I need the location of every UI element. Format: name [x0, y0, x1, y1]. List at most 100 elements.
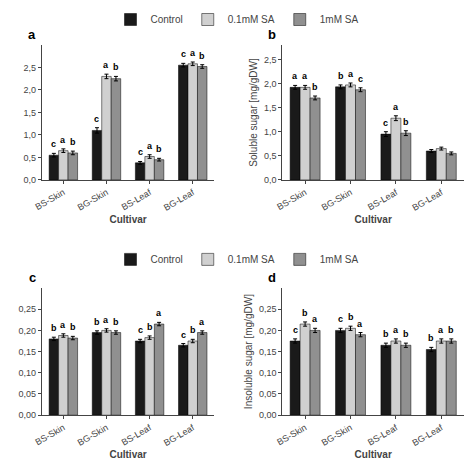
svg-text:a: a: [60, 320, 66, 330]
svg-text:b: b: [268, 27, 276, 42]
svg-text:0,25: 0,25: [259, 304, 277, 314]
svg-text:Insoluble sugar [mg/gDW]: Insoluble sugar [mg/gDW]: [243, 294, 254, 409]
svg-text:BS-Leaf: BS-Leaf: [120, 422, 154, 447]
svg-text:Control: Control: [151, 14, 183, 25]
svg-text:BG-Leaf: BG-Leaf: [411, 187, 445, 213]
svg-text:BG-Skin: BG-Skin: [76, 187, 110, 212]
svg-text:0,10: 0,10: [18, 368, 36, 378]
svg-text:b: b: [156, 144, 162, 154]
svg-text:BG-Skin: BG-Skin: [320, 187, 354, 212]
svg-text:b: b: [348, 312, 354, 322]
svg-text:a: a: [348, 69, 354, 79]
svg-text:a: a: [199, 317, 205, 327]
svg-text:c: c: [29, 270, 36, 285]
svg-text:b: b: [147, 322, 153, 332]
svg-text:BS-Leaf: BS-Leaf: [366, 422, 400, 447]
svg-text:2,0: 2,0: [264, 79, 277, 89]
svg-text:Cultivar: Cultivar: [109, 214, 146, 225]
svg-text:a: a: [103, 315, 109, 325]
svg-text:a: a: [357, 319, 363, 329]
svg-text:BG-Leaf: BG-Leaf: [162, 187, 196, 213]
svg-text:0,0: 0,0: [23, 175, 36, 185]
svg-text:a: a: [292, 71, 298, 81]
svg-text:a: a: [60, 135, 66, 145]
svg-text:c: c: [94, 114, 99, 124]
svg-text:b: b: [70, 322, 76, 332]
svg-text:BS-Leaf: BS-Leaf: [366, 187, 400, 212]
svg-text:b: b: [70, 137, 76, 147]
svg-text:b: b: [338, 71, 344, 81]
svg-text:b: b: [113, 62, 119, 72]
svg-text:d: d: [268, 270, 276, 285]
svg-text:2,5: 2,5: [23, 63, 36, 73]
svg-text:c: c: [181, 49, 186, 59]
svg-text:1mM SA: 1mM SA: [320, 14, 359, 25]
svg-text:b: b: [190, 325, 196, 335]
svg-text:a: a: [28, 27, 36, 42]
svg-text:0,05: 0,05: [259, 389, 277, 399]
svg-text:c: c: [138, 325, 143, 335]
svg-text:a: a: [156, 308, 162, 318]
svg-text:0,10: 0,10: [259, 368, 277, 378]
svg-text:a: a: [190, 48, 196, 58]
svg-text:0,25: 0,25: [18, 304, 36, 314]
svg-text:BS-Skin: BS-Skin: [275, 187, 308, 212]
svg-text:a: a: [103, 60, 109, 70]
svg-text:1,5: 1,5: [264, 103, 277, 113]
svg-text:c: c: [138, 147, 143, 157]
svg-text:c: c: [293, 325, 298, 335]
svg-text:0,5: 0,5: [264, 151, 277, 161]
svg-text:0,00: 0,00: [259, 410, 277, 420]
svg-text:0,20: 0,20: [259, 326, 277, 336]
svg-text:c: c: [358, 74, 363, 84]
svg-text:2,5: 2,5: [264, 55, 277, 65]
svg-text:BG-Skin: BG-Skin: [76, 422, 110, 447]
svg-text:2,0: 2,0: [23, 85, 36, 95]
svg-text:1,5: 1,5: [23, 108, 36, 118]
svg-text:a: a: [393, 102, 399, 112]
svg-text:0,15: 0,15: [259, 347, 277, 357]
svg-text:b: b: [51, 323, 57, 333]
svg-text:0,05: 0,05: [18, 389, 36, 399]
svg-text:b: b: [403, 117, 409, 127]
svg-text:0.1mM SA: 0.1mM SA: [228, 254, 275, 265]
svg-text:Cultivar: Cultivar: [355, 449, 392, 460]
svg-text:BS-Skin: BS-Skin: [33, 187, 66, 212]
svg-text:b: b: [302, 308, 308, 318]
svg-text:c: c: [181, 330, 186, 340]
svg-text:Cultivar: Cultivar: [355, 214, 392, 225]
svg-text:b: b: [403, 329, 409, 339]
svg-text:a: a: [312, 314, 318, 324]
svg-text:a: a: [438, 325, 444, 335]
svg-text:Cultivar: Cultivar: [109, 449, 146, 460]
svg-text:BS-Skin: BS-Skin: [275, 422, 308, 447]
svg-text:1,0: 1,0: [23, 130, 36, 140]
svg-text:a: a: [393, 325, 399, 335]
svg-text:0,15: 0,15: [18, 347, 36, 357]
svg-text:c: c: [383, 118, 388, 128]
svg-text:b: b: [113, 317, 119, 327]
svg-text:BG-Leaf: BG-Leaf: [411, 422, 445, 448]
svg-text:b: b: [94, 317, 100, 327]
svg-text:b: b: [383, 329, 389, 339]
svg-text:c: c: [51, 139, 56, 149]
svg-text:b: b: [448, 325, 454, 335]
svg-text:0,20: 0,20: [18, 326, 36, 336]
svg-text:1mM SA: 1mM SA: [320, 254, 359, 265]
svg-text:BS-Skin: BS-Skin: [33, 422, 66, 447]
svg-text:0,00: 0,00: [18, 410, 36, 420]
svg-text:b: b: [428, 333, 434, 343]
svg-text:c: c: [338, 314, 343, 324]
svg-text:0,5: 0,5: [23, 153, 36, 163]
svg-text:1,0: 1,0: [264, 127, 277, 137]
svg-text:BG-Leaf: BG-Leaf: [162, 422, 196, 448]
svg-text:Control: Control: [151, 254, 183, 265]
svg-text:BS-Leaf: BS-Leaf: [120, 187, 154, 212]
svg-text:BG-Skin: BG-Skin: [320, 422, 354, 447]
svg-text:a: a: [147, 141, 153, 151]
svg-text:b: b: [199, 51, 205, 61]
svg-text:0.1mM SA: 0.1mM SA: [228, 14, 275, 25]
svg-text:a: a: [302, 71, 308, 81]
svg-text:b: b: [312, 82, 318, 92]
svg-text:0,0: 0,0: [264, 175, 277, 185]
